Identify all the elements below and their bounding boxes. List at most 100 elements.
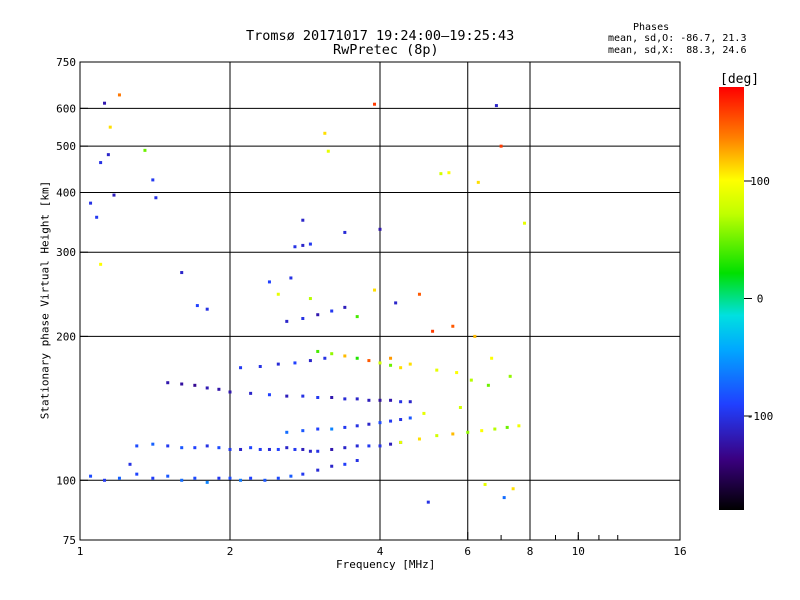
echo-point <box>355 397 359 401</box>
x-tick-label: 6 <box>464 545 471 558</box>
colorbar-tick-label: 0 <box>757 293 764 306</box>
echo-point <box>378 444 382 448</box>
echo-point <box>263 478 267 482</box>
echo-point <box>267 447 271 451</box>
echo-point <box>389 419 393 423</box>
phase-colorbar <box>719 87 744 510</box>
echo-point <box>367 359 371 363</box>
echo-point <box>180 271 184 275</box>
echo-point <box>301 316 305 320</box>
y-tick-label: 750 <box>56 56 76 69</box>
echo-point <box>323 131 327 135</box>
x-tick-label: 1 <box>77 545 84 558</box>
echo-point <box>355 424 359 428</box>
x-axis-label: Frequency [MHz] <box>336 558 436 571</box>
echo-point <box>308 297 312 301</box>
echo-point <box>276 447 280 451</box>
echo-point <box>330 464 334 468</box>
echo-point <box>301 472 305 476</box>
echo-point <box>399 440 403 444</box>
echo-point <box>508 374 512 378</box>
echo-point <box>249 391 253 395</box>
echo-point <box>373 102 377 106</box>
echo-point <box>343 446 347 450</box>
echo-point <box>451 324 455 328</box>
echo-point <box>431 329 435 333</box>
echo-points <box>89 93 527 504</box>
echo-point <box>451 432 455 436</box>
echo-point <box>408 362 412 366</box>
echo-point <box>276 362 280 366</box>
echo-point <box>239 366 243 370</box>
echo-point <box>476 180 480 184</box>
echo-point <box>217 476 221 480</box>
echo-point <box>355 444 359 448</box>
echo-point <box>494 104 498 108</box>
echo-point <box>426 500 430 504</box>
echo-point <box>151 442 155 446</box>
echo-point <box>117 93 121 97</box>
echo-point <box>455 371 459 375</box>
echo-point <box>249 476 253 480</box>
echo-point <box>135 444 139 448</box>
echo-point <box>205 444 209 448</box>
echo-point <box>343 354 347 358</box>
colorbar-unit: [deg] <box>720 72 760 87</box>
echo-point <box>99 262 103 266</box>
echo-point <box>89 201 93 205</box>
echo-point <box>316 313 320 317</box>
echo-point <box>367 398 371 402</box>
echo-point <box>343 230 347 234</box>
echo-point <box>408 400 412 404</box>
echo-point <box>205 307 209 311</box>
chart-title: Tromsø 20171017 19:24:00–19:25:43 <box>246 28 515 44</box>
y-tick-label: 100 <box>56 474 76 487</box>
echo-point <box>180 446 184 450</box>
echo-point <box>103 478 107 482</box>
echo-point <box>308 359 312 363</box>
echo-point <box>330 447 334 451</box>
echo-point <box>435 368 439 372</box>
echo-point <box>316 349 320 353</box>
axis-ticks: 1 2 4 6 8 10 16 75 100 200 300 400 500 600 750 <box>56 56 687 558</box>
echo-point <box>258 447 262 451</box>
echo-point <box>378 398 382 402</box>
chart-subtitle: RwPretec (8p) <box>333 42 439 58</box>
echo-point <box>301 243 305 247</box>
echo-point <box>355 315 359 319</box>
echo-point <box>193 476 197 480</box>
echo-point <box>367 422 371 426</box>
echo-point <box>205 386 209 390</box>
echo-point <box>135 472 139 476</box>
echo-point <box>355 356 359 360</box>
echo-point <box>408 416 412 420</box>
echo-point <box>112 193 116 197</box>
echo-point <box>458 405 462 409</box>
echo-point <box>373 288 377 292</box>
echo-point <box>435 434 439 438</box>
echo-point <box>228 476 232 480</box>
echo-point <box>480 429 484 433</box>
echo-point <box>399 400 403 404</box>
echo-point <box>343 425 347 429</box>
echo-point <box>330 395 334 399</box>
echo-point <box>493 427 497 431</box>
echo-point <box>239 447 243 451</box>
echo-point <box>117 476 121 480</box>
echo-point <box>180 382 184 386</box>
echo-point <box>330 352 334 356</box>
echo-point <box>308 242 312 246</box>
echo-point <box>378 421 382 425</box>
echo-point <box>378 361 382 365</box>
echo-point <box>399 366 403 370</box>
echo-point <box>505 425 509 429</box>
echo-point <box>439 172 443 176</box>
echo-point <box>308 449 312 453</box>
echo-point <box>285 319 289 323</box>
echo-point <box>301 447 305 451</box>
x-tick-label: 16 <box>673 545 686 558</box>
echo-point <box>193 383 197 387</box>
echo-point <box>389 356 393 360</box>
echo-point <box>343 462 347 466</box>
echo-point <box>389 398 393 402</box>
